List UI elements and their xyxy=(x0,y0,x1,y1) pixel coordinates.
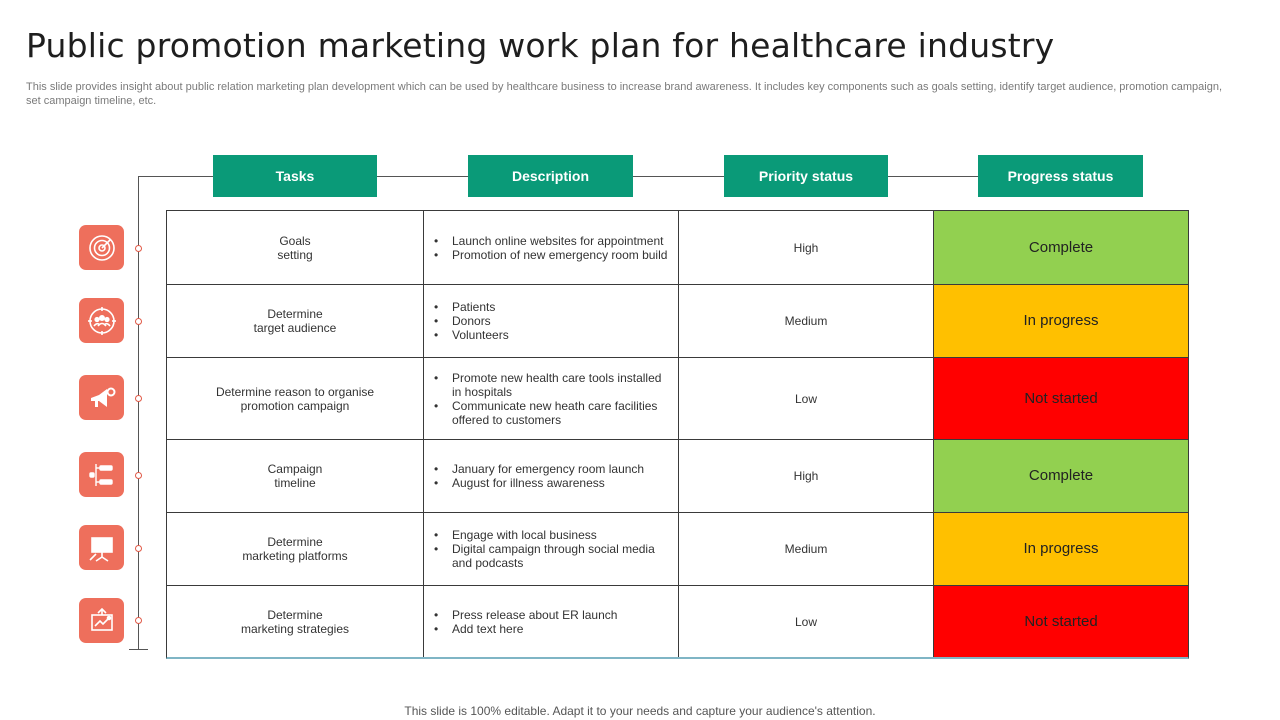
description-cell: Press release about ER launchAdd text he… xyxy=(424,586,679,657)
progress-cell: In progress xyxy=(934,285,1188,357)
footer-note: This slide is 100% editable. Adapt it to… xyxy=(404,704,876,718)
presentation-board-icon xyxy=(79,525,124,570)
description-item: Press release about ER launch xyxy=(434,608,617,622)
timeline-dot xyxy=(135,318,142,325)
description-item: Donors xyxy=(434,314,509,328)
description-cell: Launch online websites for appointmentPr… xyxy=(424,211,679,284)
page-title: Public promotion marketing work plan for… xyxy=(26,26,1055,65)
description-item: Digital campaign through social media an… xyxy=(434,542,670,570)
priority-cell: Medium xyxy=(679,513,934,585)
task-label: Campaign xyxy=(267,462,323,476)
header-priority-status: Priority status xyxy=(724,155,888,197)
priority-cell: High xyxy=(679,211,934,284)
description-item: Add text here xyxy=(434,622,617,636)
progress-cell: Complete xyxy=(934,211,1188,284)
description-item: Volunteers xyxy=(434,328,509,342)
description-item: January for emergency room launch xyxy=(434,462,644,476)
table-row: Determine reason to organise promotion ca… xyxy=(167,357,1188,439)
task-cell: Determine marketing strategies xyxy=(167,586,424,657)
timeline-connector xyxy=(138,176,139,650)
description-item: Promotion of new emergency room build xyxy=(434,248,667,262)
description-item: Communicate new heath care facilities of… xyxy=(434,399,670,427)
task-cell: Determine target audience xyxy=(167,285,424,357)
description-item: August for illness awareness xyxy=(434,476,644,490)
description-cell: Engage with local businessDigital campai… xyxy=(424,513,679,585)
task-label: marketing platforms xyxy=(242,549,348,563)
header-progress-status: Progress status xyxy=(978,155,1143,197)
task-label: setting xyxy=(277,247,313,262)
timeline-dot xyxy=(135,472,142,479)
timeline-icon xyxy=(79,452,124,497)
task-label: timeline xyxy=(274,476,316,490)
task-label: Determine xyxy=(267,535,323,549)
page-subtitle: This slide provides insight about public… xyxy=(26,81,1223,107)
header-description: Description xyxy=(468,155,633,197)
timeline-end-cap xyxy=(129,649,148,650)
strategy-board-icon xyxy=(79,598,124,643)
description-cell: January for emergency room launchAugust … xyxy=(424,440,679,512)
priority-cell: Low xyxy=(679,358,934,439)
timeline-dot xyxy=(135,617,142,624)
task-cell: Goals setting xyxy=(167,211,424,284)
timeline-dot xyxy=(135,395,142,402)
priority-cell: Medium xyxy=(679,285,934,357)
description-cell: PatientsDonorsVolunteers xyxy=(424,285,679,357)
description-item: Patients xyxy=(434,300,509,314)
description-item: Engage with local business xyxy=(434,528,670,542)
task-cell: Determine reason to organise promotion ca… xyxy=(167,358,424,439)
progress-cell: Not started xyxy=(934,586,1188,657)
progress-cell: Complete xyxy=(934,440,1188,512)
priority-cell: Low xyxy=(679,586,934,657)
progress-cell: In progress xyxy=(934,513,1188,585)
task-cell: Campaign timeline xyxy=(167,440,424,512)
description-cell: Promote new health care tools installed … xyxy=(424,358,679,439)
header-tasks: Tasks xyxy=(213,155,377,197)
timeline-dot xyxy=(135,545,142,552)
audience-target-icon xyxy=(79,298,124,343)
description-item: Promote new health care tools installed … xyxy=(434,371,670,399)
progress-cell: Not started xyxy=(934,358,1188,439)
description-item: Launch online websites for appointment xyxy=(434,234,667,248)
radar-icon xyxy=(79,225,124,270)
priority-cell: High xyxy=(679,440,934,512)
task-label: marketing strategies xyxy=(240,621,350,636)
task-cell: Determine marketing platforms xyxy=(167,513,424,585)
task-label: Goals xyxy=(279,233,311,248)
task-label: Determine reason to organise xyxy=(215,384,375,399)
task-label: promotion campaign xyxy=(240,398,350,413)
task-label: target audience xyxy=(253,321,337,335)
timeline-dot xyxy=(135,245,142,252)
megaphone-gear-icon xyxy=(79,375,124,420)
task-label: Determine xyxy=(267,307,323,321)
task-label: Determine xyxy=(267,607,323,622)
